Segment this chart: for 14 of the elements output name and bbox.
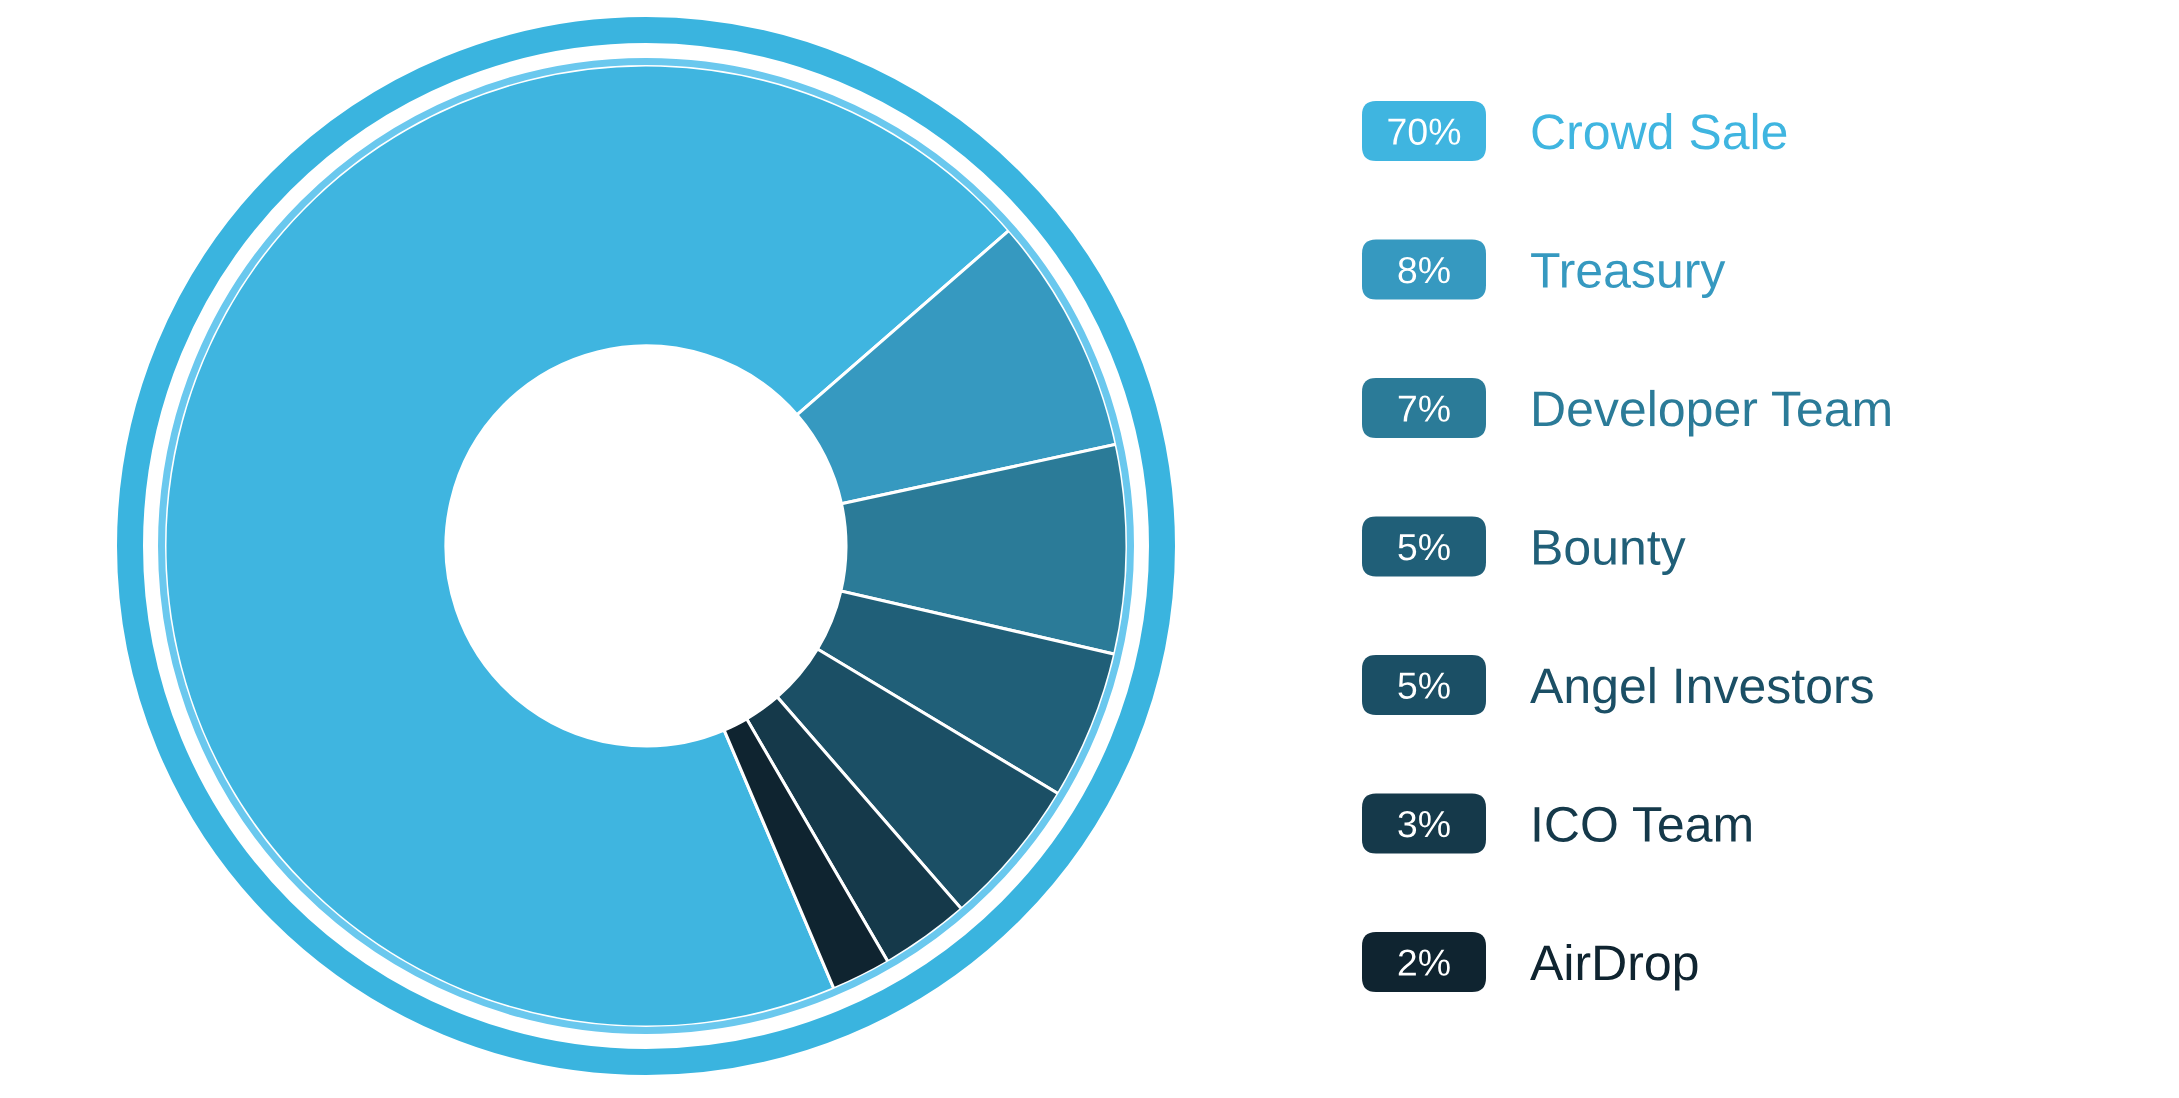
legend-label: Treasury (1531, 253, 1726, 298)
data-label: 5% (1398, 534, 1450, 561)
data-label: 2% (1398, 949, 1450, 976)
data-label: 3% (1398, 810, 1450, 838)
legend-label: AirDrop (1530, 943, 1698, 991)
legend-label: Crowd Sale (1532, 112, 1787, 150)
legend-label: Developer Team (1534, 389, 1890, 437)
data-label: 8% (1398, 256, 1450, 284)
legend-label: Angel Investors (1530, 666, 1873, 714)
data-label: 70% (1388, 118, 1461, 145)
data-label: 7% (1398, 395, 1450, 422)
legend-label: ICO Team (1534, 806, 1751, 843)
data-label: 5% (1398, 672, 1450, 699)
legend-label: Bounty (1534, 530, 1686, 575)
